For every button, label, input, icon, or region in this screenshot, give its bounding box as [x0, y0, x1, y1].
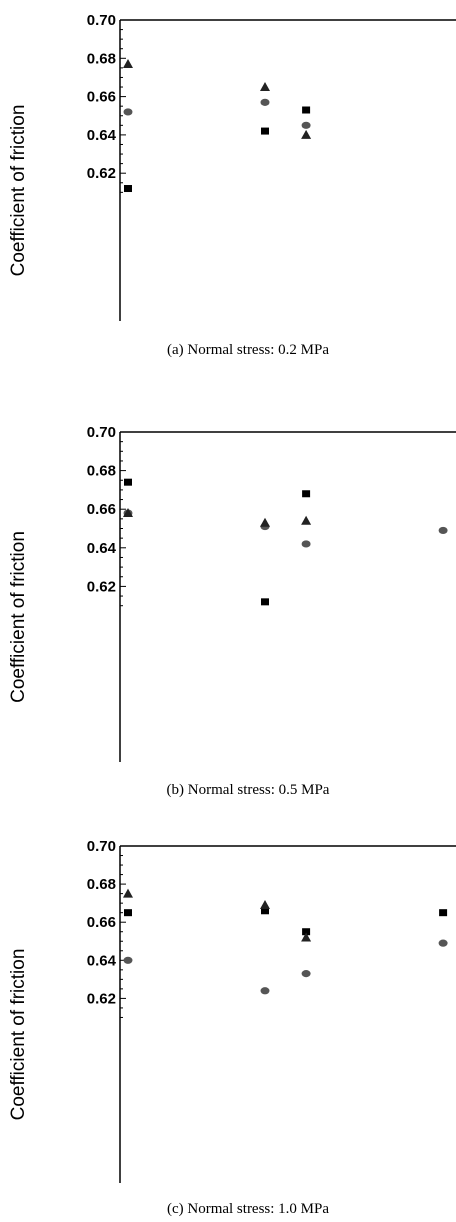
- y-tick-label: 0.68: [87, 463, 116, 480]
- panel-caption: (c) Normal stress: 1.0 MPa: [167, 1201, 329, 1217]
- y-tick-label: 0.66: [87, 501, 116, 518]
- circle-marker: [301, 970, 311, 978]
- square-marker: [261, 598, 269, 606]
- y-tick-label: 0.70: [87, 838, 116, 855]
- triangle-marker: [301, 515, 312, 525]
- square-marker: [261, 127, 269, 135]
- y-tick-label: 0.64: [87, 127, 117, 144]
- square-marker: [439, 909, 448, 917]
- circle-marker: [260, 98, 270, 106]
- y-tick-label: 0.62: [87, 578, 116, 595]
- y-tick-label: 0.64: [87, 952, 117, 969]
- triangle-marker: [260, 900, 270, 910]
- square-marker: [302, 490, 311, 498]
- y-tick-label: 0.70: [87, 12, 116, 29]
- square-marker: [302, 928, 311, 936]
- y-tick-label: 0.62: [87, 165, 116, 182]
- y-tick-label: 0.66: [87, 914, 116, 931]
- square-marker: [124, 909, 132, 917]
- triangle-marker: [123, 59, 133, 69]
- y-tick-label: 0.66: [87, 89, 116, 106]
- circle-marker: [123, 108, 133, 116]
- square-marker: [302, 106, 311, 114]
- circle-marker: [438, 939, 448, 947]
- y-axis-label: Coefficient of friction: [8, 105, 29, 277]
- circle-marker: [301, 121, 311, 129]
- y-tick-label: 0.68: [87, 876, 116, 893]
- triangle-marker: [301, 129, 312, 139]
- panel-caption: (b) Normal stress: 0.5 MPa: [167, 782, 330, 798]
- triangle-marker: [260, 82, 270, 92]
- triangle-marker: [301, 932, 312, 942]
- panel-caption: (a) Normal stress: 0.2 MPa: [167, 342, 329, 358]
- triangle-marker: [123, 888, 133, 898]
- circle-marker: [260, 987, 270, 995]
- circle-marker: [438, 526, 448, 535]
- y-axis-label: Coefficient of friction: [8, 531, 29, 703]
- y-axis-label: Coefficient of friction: [8, 949, 29, 1121]
- circle-marker: [301, 540, 311, 548]
- y-tick-label: 0.64: [87, 540, 117, 557]
- y-tick-label: 0.70: [87, 424, 116, 441]
- circle-marker: [123, 956, 133, 964]
- square-marker: [124, 185, 132, 193]
- square-marker: [261, 907, 269, 915]
- triangle-marker: [260, 517, 270, 527]
- y-tick-label: 0.68: [87, 50, 116, 67]
- triangle-marker: [123, 508, 133, 518]
- y-tick-label: 0.62: [87, 990, 116, 1007]
- square-marker: [124, 478, 132, 486]
